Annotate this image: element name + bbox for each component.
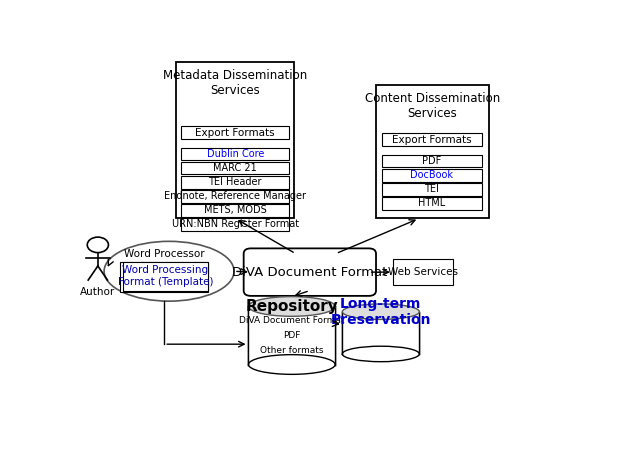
Ellipse shape — [248, 355, 335, 374]
FancyBboxPatch shape — [382, 133, 482, 146]
Text: Long-term
Preservation: Long-term Preservation — [330, 297, 431, 327]
Text: Export Formats: Export Formats — [392, 135, 472, 145]
Text: HTML: HTML — [418, 198, 445, 208]
Ellipse shape — [248, 297, 335, 316]
Text: Web Services: Web Services — [388, 267, 458, 277]
FancyBboxPatch shape — [181, 190, 289, 202]
Ellipse shape — [342, 304, 419, 319]
Text: Endnote, Reference Manager: Endnote, Reference Manager — [164, 191, 306, 201]
FancyBboxPatch shape — [382, 169, 482, 181]
Text: DocBook: DocBook — [410, 170, 453, 180]
FancyBboxPatch shape — [181, 126, 289, 139]
Text: Word Processor: Word Processor — [124, 249, 204, 259]
Text: Metadata Dissemination
Services: Metadata Dissemination Services — [163, 69, 307, 97]
FancyBboxPatch shape — [124, 262, 207, 291]
Text: Content Dissemination
Services: Content Dissemination Services — [365, 92, 500, 120]
Ellipse shape — [342, 346, 419, 361]
Text: Export Formats: Export Formats — [196, 128, 275, 138]
FancyBboxPatch shape — [181, 218, 289, 231]
Text: DiVA Document Format: DiVA Document Format — [232, 266, 388, 279]
FancyBboxPatch shape — [393, 259, 453, 285]
Text: TEI: TEI — [424, 184, 439, 194]
Text: MARC 21: MARC 21 — [214, 163, 257, 173]
FancyBboxPatch shape — [382, 183, 482, 196]
Ellipse shape — [104, 241, 234, 301]
FancyBboxPatch shape — [243, 249, 376, 296]
Text: Repository: Repository — [245, 299, 338, 314]
FancyBboxPatch shape — [181, 148, 289, 160]
FancyBboxPatch shape — [382, 197, 482, 210]
Text: Author: Author — [80, 287, 116, 297]
FancyBboxPatch shape — [382, 155, 482, 167]
FancyBboxPatch shape — [181, 204, 289, 217]
Text: URN:NBN Register Format: URN:NBN Register Format — [171, 219, 299, 229]
FancyBboxPatch shape — [181, 176, 289, 189]
Bar — [342, 312, 419, 354]
FancyBboxPatch shape — [376, 85, 489, 218]
FancyBboxPatch shape — [176, 62, 294, 218]
Bar — [248, 307, 335, 365]
Text: TEI Header: TEI Header — [209, 177, 262, 187]
FancyBboxPatch shape — [120, 262, 207, 292]
Text: METS, MODS: METS, MODS — [204, 205, 266, 215]
Text: DiVA Document Format
PDF
Other formats: DiVA Document Format PDF Other formats — [239, 316, 345, 355]
Text: Dublin Core: Dublin Core — [207, 149, 264, 159]
FancyBboxPatch shape — [181, 162, 289, 175]
Text: PDF: PDF — [422, 156, 442, 166]
Text: Word Processing
Format (Template): Word Processing Format (Template) — [118, 266, 213, 287]
